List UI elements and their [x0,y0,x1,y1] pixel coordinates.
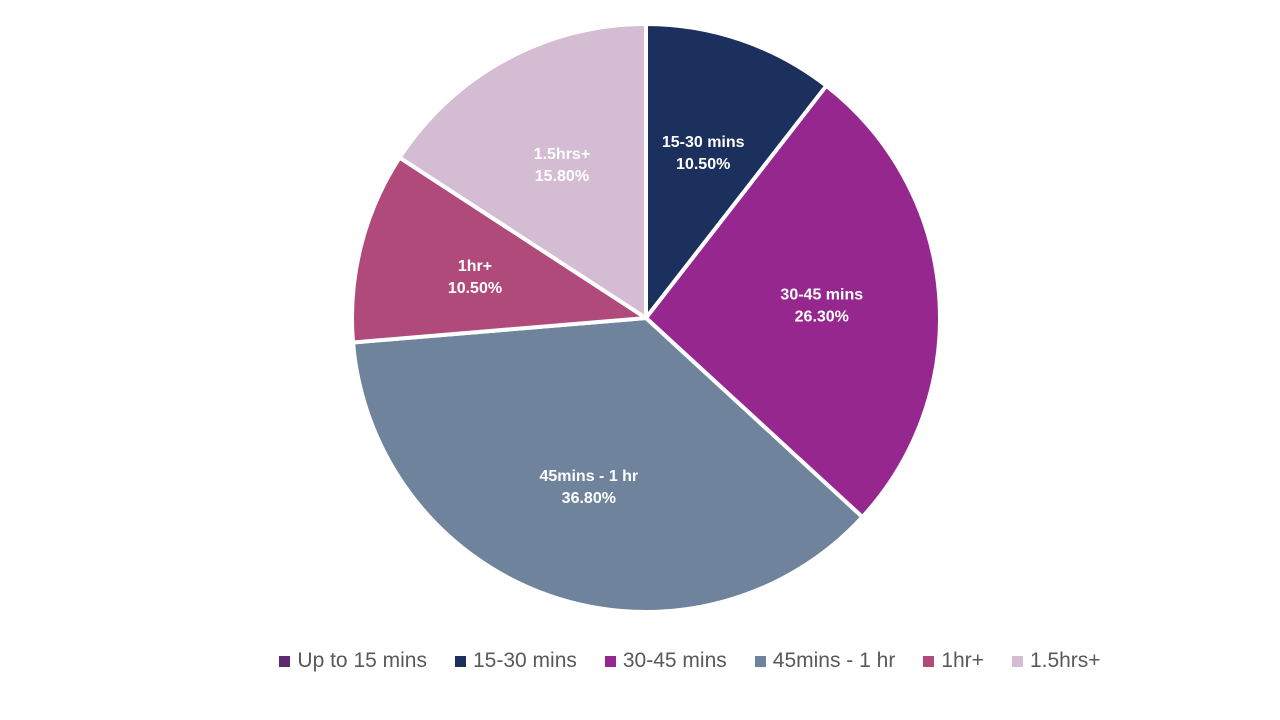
legend-swatch-15-30-mins [454,655,466,667]
legend-label-30-45-mins: 30-45 mins [622,649,727,672]
slice-label-30-45-mins: 30-45 mins [780,286,863,303]
chart-legend: Up to 15 mins 15-30 mins 30-45 mins 45mi… [0,645,1280,677]
pie-chart-plot: 15-30 mins 10.50% 30-45 mins 26.30% 45mins -… [350,22,942,614]
legend-item-1hr-plus: 1hr+ [923,649,984,673]
legend-swatch-up-to-15-mins [279,655,291,667]
legend-item-30-45-mins: 30-45 mins [604,649,727,673]
slice-label-15-30-mins: 15-30 mins [662,134,745,151]
legend-swatch-30-45-mins [604,655,616,667]
pie-slice-45mins-1-hr [351,316,865,614]
legend-item-45mins-1-hr: 45mins - 1 hr [754,649,896,673]
pie-slice-15-30-mins [644,22,829,320]
legend-item-up-to-15-mins: Up to 15 mins [279,649,427,673]
slice-label-1hr-plus: 1hr+ [458,258,492,275]
slice-value-1-5hrs-plus: 15.80% [535,168,589,185]
pie-slice-1hr-plus [350,155,648,345]
slice-value-45mins-1-hr: 36.80% [562,490,616,507]
legend-label-up-to-15-mins: Up to 15 mins [297,649,427,672]
legend-label-45mins-1-hr: 45mins - 1 hr [772,649,896,672]
legend-item-15-30-mins: 15-30 mins [454,649,577,673]
slice-label-1-5hrs-plus: 1.5hrs+ [534,146,590,163]
legend-swatch-45mins-1-hr [754,655,766,667]
legend-label-15-30-mins: 15-30 mins [472,649,577,672]
slice-value-1hr-plus: 10.50% [448,280,502,297]
legend-label-1-5hrs-plus: 1.5hrs+ [1029,649,1101,672]
slice-value-15-30-mins: 10.50% [676,156,730,173]
slice-value-30-45-mins: 26.30% [795,308,849,325]
legend-item-1-5hrs-plus: 1.5hrs+ [1011,649,1101,673]
slice-label-45mins-1-hr: 45mins - 1 hr [539,468,638,485]
legend-swatch-1hr-plus [923,655,935,667]
legend-swatch-1-5hrs-plus [1011,655,1023,667]
pie-slice-1-5hrs-plus [397,22,648,320]
pie-slice-30-45-mins [644,83,942,520]
legend-label-1hr-plus: 1hr+ [941,649,984,672]
